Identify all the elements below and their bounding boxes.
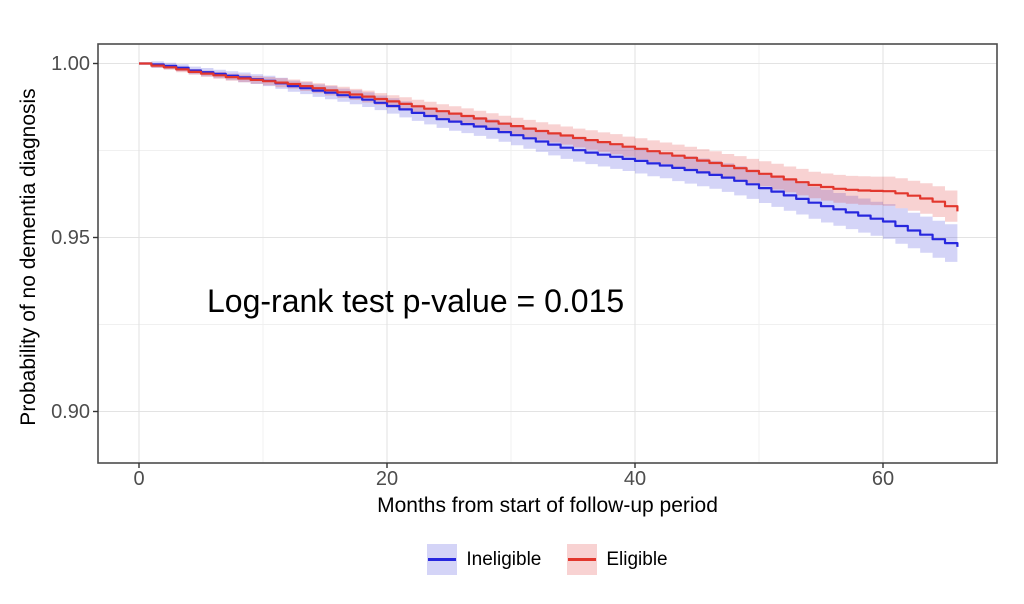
x-tick-label: 40	[623, 468, 647, 490]
legend-key-ineligible-line-icon	[428, 557, 457, 562]
y-tick-label: 0.95	[51, 226, 90, 249]
pvalue-annotation: Log-rank test p-value = 0.015	[207, 283, 625, 319]
y-tick-label: 0.90	[51, 400, 90, 423]
legend: Ineligible Eligible	[98, 544, 997, 575]
legend-item-eligible: Eligible	[567, 544, 668, 575]
x-tick-label: 0	[133, 468, 145, 490]
y-tick-label: 1.00	[51, 52, 90, 75]
legend-key-ineligible-swatch	[427, 544, 458, 575]
legend-label-eligible: Eligible	[606, 548, 668, 570]
x-axis-title: Months from start of follow-up period	[377, 494, 718, 517]
legend-label-ineligible: Ineligible	[466, 548, 542, 570]
y-axis-title: Probability of no dementia diagnosis	[17, 88, 40, 426]
legend-item-ineligible: Ineligible	[427, 544, 541, 575]
legend-key-eligible-swatch	[567, 544, 598, 575]
x-tick-label: 60	[871, 468, 895, 490]
legend-key-eligible-line-icon	[568, 557, 597, 562]
x-tick-label: 20	[375, 468, 399, 490]
